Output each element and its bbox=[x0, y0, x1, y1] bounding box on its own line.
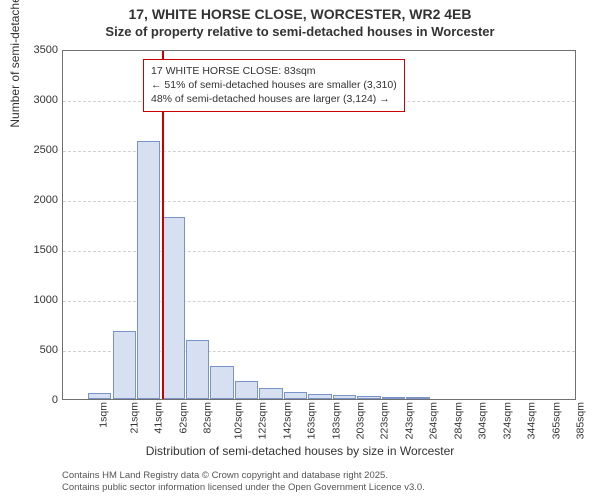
y-tick-label: 500 bbox=[16, 344, 58, 356]
histogram-bar bbox=[382, 397, 405, 399]
histogram-bar bbox=[137, 141, 160, 399]
x-tick-label: 203sqm bbox=[354, 402, 366, 439]
histogram-bar bbox=[333, 395, 356, 399]
x-tick-label: 344sqm bbox=[526, 402, 538, 439]
histogram-bar bbox=[162, 217, 185, 399]
x-tick-label: 21sqm bbox=[128, 402, 140, 434]
x-tick-label: 62sqm bbox=[177, 402, 189, 434]
y-tick-label: 1000 bbox=[16, 294, 58, 306]
x-tick-label: 365sqm bbox=[550, 402, 562, 439]
x-tick-label: 324sqm bbox=[501, 402, 513, 439]
y-tick-label: 2500 bbox=[16, 144, 58, 156]
x-tick-label: 304sqm bbox=[477, 402, 489, 439]
histogram-bar bbox=[210, 366, 233, 399]
title-main: 17, WHITE HORSE CLOSE, WORCESTER, WR2 4E… bbox=[0, 6, 600, 22]
footer: Contains HM Land Registry data © Crown c… bbox=[62, 470, 425, 494]
x-tick-label: 163sqm bbox=[305, 402, 317, 439]
title-block: 17, WHITE HORSE CLOSE, WORCESTER, WR2 4E… bbox=[0, 0, 600, 39]
histogram-bar bbox=[284, 392, 307, 399]
title-sub: Size of property relative to semi-detach… bbox=[0, 24, 600, 39]
y-tick-label: 2000 bbox=[16, 194, 58, 206]
histogram-bar bbox=[186, 340, 209, 399]
annotation-line-3: 48% of semi-detached houses are larger (… bbox=[151, 92, 397, 106]
x-tick-label: 223sqm bbox=[379, 402, 391, 439]
histogram-bar bbox=[259, 388, 282, 399]
x-tick-label: 264sqm bbox=[428, 402, 440, 439]
x-tick-label: 385sqm bbox=[575, 402, 587, 439]
histogram-bar bbox=[113, 331, 136, 399]
annotation-line-2: ← 51% of semi-detached houses are smalle… bbox=[151, 78, 397, 92]
x-tick-label: 122sqm bbox=[256, 402, 268, 439]
histogram-bar bbox=[235, 381, 258, 399]
histogram-bar bbox=[308, 394, 331, 400]
x-tick-label: 243sqm bbox=[403, 402, 415, 439]
x-tick-label: 284sqm bbox=[452, 402, 464, 439]
x-tick-label: 1sqm bbox=[98, 402, 110, 428]
plot-area: 17 WHITE HORSE CLOSE: 83sqm ← 51% of sem… bbox=[62, 50, 576, 400]
histogram-bar bbox=[406, 397, 429, 399]
x-tick-label: 183sqm bbox=[330, 402, 342, 439]
y-tick-label: 3500 bbox=[16, 44, 58, 56]
histogram-bar bbox=[88, 393, 111, 399]
y-tick-label: 1500 bbox=[16, 244, 58, 256]
x-axis-title: Distribution of semi-detached houses by … bbox=[0, 444, 600, 458]
histogram-bar bbox=[357, 396, 380, 399]
x-tick-label: 102sqm bbox=[232, 402, 244, 439]
y-tick-label: 3000 bbox=[16, 94, 58, 106]
x-tick-label: 82sqm bbox=[202, 402, 214, 434]
x-tick-label: 41sqm bbox=[153, 402, 165, 434]
annotation-line-1: 17 WHITE HORSE CLOSE: 83sqm bbox=[151, 64, 397, 78]
y-tick-label: 0 bbox=[16, 394, 58, 406]
annotation-box: 17 WHITE HORSE CLOSE: 83sqm ← 51% of sem… bbox=[143, 59, 405, 112]
footer-line-2: Contains public sector information licen… bbox=[62, 482, 425, 494]
x-tick-label: 142sqm bbox=[281, 402, 293, 439]
y-axis-title: Number of semi-detached properties bbox=[8, 0, 22, 128]
footer-line-1: Contains HM Land Registry data © Crown c… bbox=[62, 470, 425, 482]
